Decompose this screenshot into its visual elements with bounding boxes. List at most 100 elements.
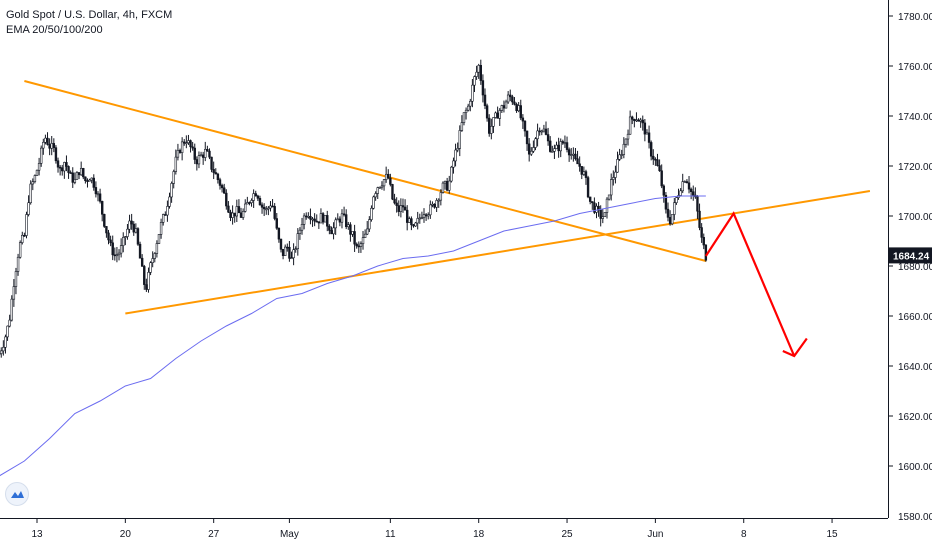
- candle-body: [427, 214, 430, 217]
- candle-body: [132, 223, 135, 233]
- candle-body: [397, 205, 400, 212]
- candle-body: [380, 185, 384, 188]
- candle-body: [424, 214, 428, 217]
- ema-line[interactable]: [0, 195, 706, 477]
- candle-body: [567, 149, 571, 156]
- candle-body: [557, 144, 560, 152]
- candle-body: [509, 94, 512, 98]
- candle-body: [94, 187, 98, 195]
- candle-body: [624, 138, 628, 145]
- candle-body: [542, 128, 546, 132]
- candle-body: [317, 221, 321, 224]
- candle-body: [309, 216, 312, 220]
- candle-body: [422, 214, 426, 218]
- candles-layer: [0, 59, 708, 358]
- candle-body: [631, 116, 634, 120]
- candle-body: [359, 243, 363, 247]
- candle-body: [6, 325, 9, 338]
- symbol-title[interactable]: Gold Spot / U.S. Dollar, 4h, FXCM: [6, 9, 173, 21]
- candle-body: [262, 206, 266, 210]
- y-tick-label: 1620.00: [898, 412, 932, 423]
- candle-body: [540, 130, 544, 133]
- candle-body: [473, 76, 476, 86]
- y-tick-label: 1780.00: [898, 12, 932, 23]
- candle-body: [342, 213, 346, 216]
- candle-body: [252, 193, 255, 201]
- candle-body: [199, 154, 203, 157]
- candle-body: [652, 155, 655, 160]
- indicator-label[interactable]: EMA 20/50/100/200: [6, 24, 103, 36]
- candle-body: [588, 196, 592, 202]
- x-tick-label: 27: [208, 529, 220, 540]
- candle-body: [498, 110, 501, 119]
- candle-body: [37, 163, 41, 171]
- candle-body: [195, 159, 199, 165]
- last-price-badge-bg: [889, 247, 932, 264]
- trendline[interactable]: [125, 190, 871, 315]
- candle-body: [443, 180, 447, 184]
- candle-body: [117, 252, 121, 256]
- candle-body: [281, 248, 285, 256]
- candle-body: [321, 213, 325, 223]
- candle-body: [704, 244, 708, 261]
- y-tick-label: 1580.00: [898, 512, 932, 523]
- candle-body: [185, 142, 188, 145]
- candle-body: [363, 233, 367, 238]
- candle-body: [258, 198, 262, 206]
- candle-body: [437, 199, 440, 202]
- candle-body: [517, 105, 520, 112]
- candle-body: [370, 207, 373, 220]
- candle-body: [92, 177, 95, 188]
- trendline[interactable]: [24, 80, 707, 262]
- candle-body: [271, 205, 274, 208]
- candle-body: [433, 203, 436, 208]
- candle-body: [405, 209, 409, 223]
- candle-body: [515, 103, 518, 112]
- projection-arrowhead: [782, 337, 808, 358]
- candle-body: [637, 119, 640, 122]
- candle-body: [403, 206, 407, 211]
- y-axis[interactable]: 1600.00 1620.00 1640.00 1660.00 1680.00 1700.…: [888, 12, 932, 523]
- candle-body: [664, 194, 668, 210]
- last-price-badge: 1684.24: [889, 247, 932, 264]
- candle-body: [44, 137, 47, 143]
- candle-body: [237, 206, 241, 214]
- candle-body: [647, 132, 651, 143]
- candle-body: [330, 230, 333, 235]
- candle-body: [157, 234, 161, 244]
- candle-body: [471, 84, 474, 102]
- candle-body: [586, 177, 590, 198]
- candle-body: [204, 148, 207, 158]
- x-axis[interactable]: 13 20 27 May 11 18 25 Jun 8 15: [31, 518, 838, 540]
- candle-body: [90, 177, 93, 181]
- projection-arrow[interactable]: [704, 211, 796, 357]
- candle-body: [616, 159, 619, 173]
- candle-body: [456, 148, 459, 151]
- candle-body: [662, 185, 665, 196]
- tradingview-logo-icon[interactable]: [5, 482, 29, 506]
- candle-body: [14, 271, 18, 287]
- candle-body: [496, 112, 499, 119]
- candle-body: [16, 256, 20, 272]
- candle-body: [660, 170, 663, 187]
- candle-body: [696, 196, 699, 212]
- candle-body: [485, 105, 489, 119]
- candle-body: [559, 141, 562, 152]
- candle-body: [490, 126, 493, 134]
- candle-body: [477, 65, 480, 73]
- x-tick-label: May: [280, 529, 299, 540]
- candle-body: [124, 236, 127, 238]
- candle-body: [69, 172, 72, 174]
- candle-body: [607, 194, 611, 200]
- candle-body: [61, 167, 64, 172]
- candle-body: [683, 181, 687, 183]
- candle-body: [187, 140, 190, 144]
- candle-body: [214, 172, 217, 175]
- candle-body: [244, 203, 247, 212]
- candle-body: [464, 109, 468, 113]
- y-tick-label: 1760.00: [898, 62, 932, 73]
- candle-body: [164, 214, 167, 216]
- candle-body: [267, 207, 270, 210]
- candle-body: [551, 151, 554, 153]
